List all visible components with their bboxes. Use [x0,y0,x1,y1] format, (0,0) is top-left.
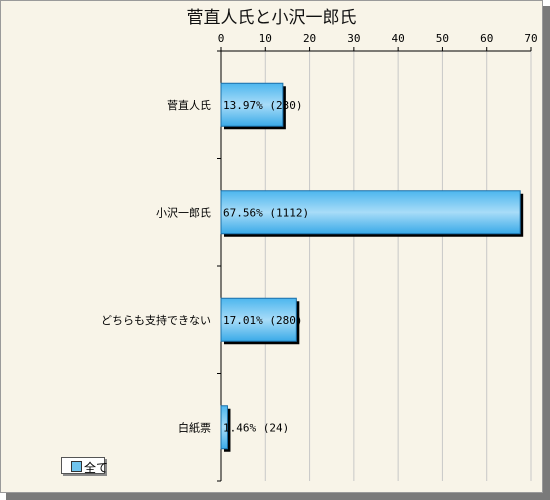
x-tick-label: 60 [480,32,493,45]
x-tick-label: 70 [524,32,537,45]
category-label: どちらも支持できない [101,313,211,327]
labels: 0 10 20 30 40 50 60 70 菅直人氏 13.97% (230) 小沢一郎氏 67.5… [101,32,538,434]
x-tick-label: 10 [259,32,272,45]
x-tick-label: 0 [218,32,225,45]
x-tick-label: 50 [436,32,449,45]
x-tick-label: 40 [392,32,405,45]
bar [220,297,297,342]
chart-frame [0,0,543,493]
category-label: 小沢一郎氏 [156,205,211,219]
category-label: 菅直人氏 [167,98,211,112]
bar [220,190,521,235]
bar [220,405,228,450]
x-tick-label: 20 [303,32,316,45]
chart-title: 菅直人氏と小沢一郎氏 [186,8,357,28]
legend-label: 全て [84,461,109,475]
bar [220,82,284,127]
data-label: 13.97% (230) [223,99,302,112]
legend: 全て [61,457,109,475]
x-tick-label: 30 [347,32,360,45]
legend-swatch [71,461,82,472]
data-label: 17.01% (280) [223,314,302,327]
category-label: 白紙票 [178,420,211,434]
data-label: 1.46% (24) [223,421,289,434]
data-label: 67.56% (1112) [223,206,309,219]
bars [220,82,524,452]
grid-lines [264,51,532,481]
